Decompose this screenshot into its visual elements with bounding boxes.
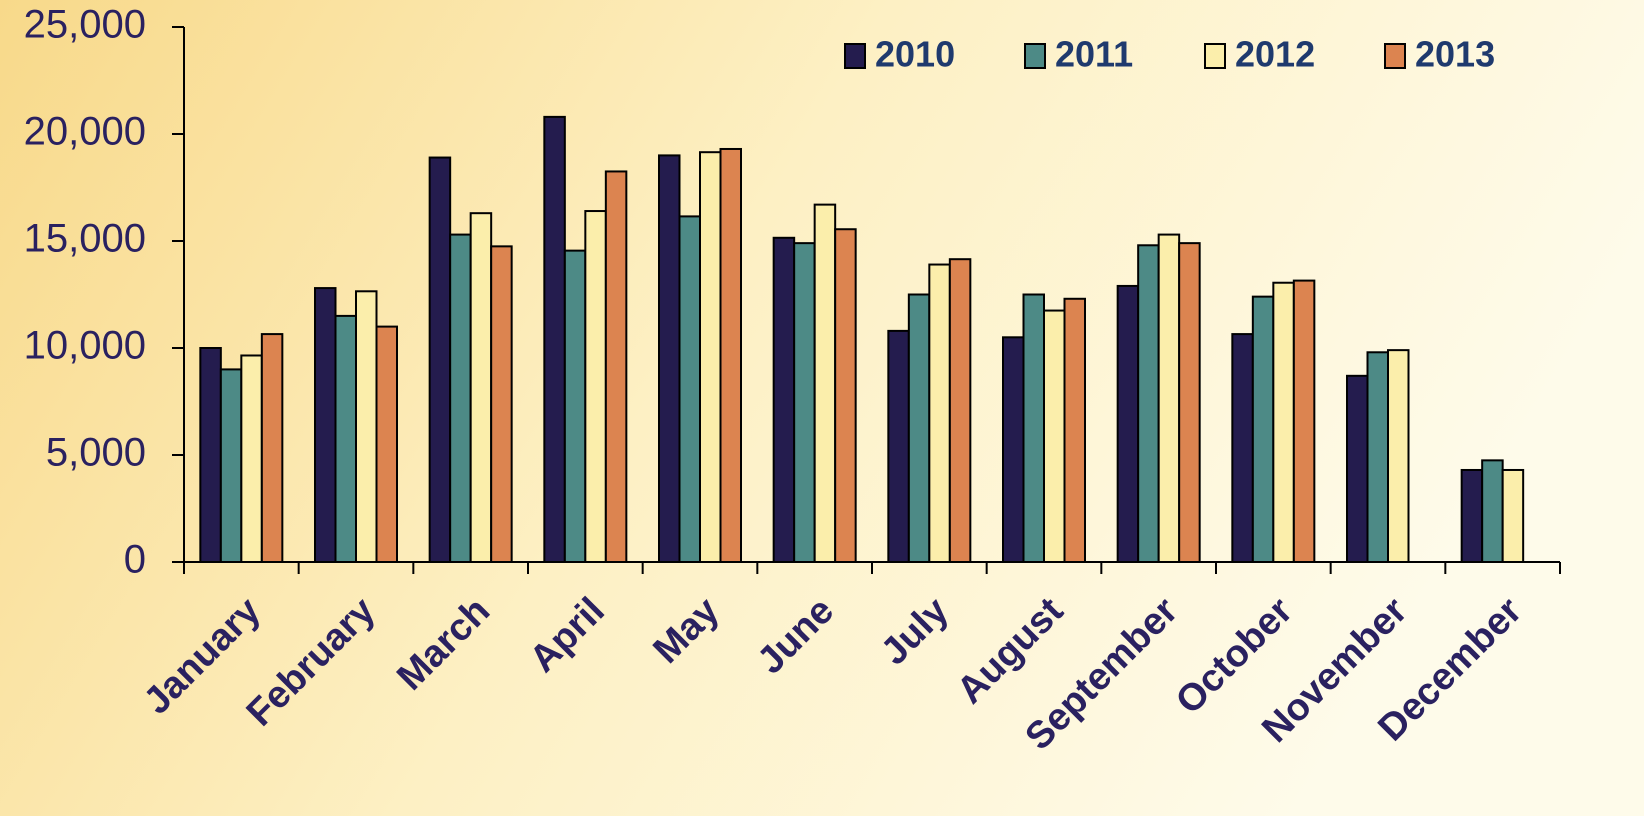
- bar: [678, 215, 701, 563]
- bar: [699, 151, 722, 563]
- legend-label: 2012: [1235, 34, 1315, 75]
- bar: [658, 154, 681, 563]
- legend-swatch: [844, 43, 866, 69]
- bar: [1157, 233, 1181, 564]
- bar: [449, 233, 472, 564]
- bar: [772, 236, 796, 563]
- bar: [1137, 244, 1160, 563]
- bar: [1481, 459, 1504, 564]
- bar: [1116, 284, 1140, 563]
- bar: [1460, 468, 1484, 564]
- bar: [907, 293, 931, 563]
- bar: [260, 333, 284, 563]
- y-tick-label: 10,000: [24, 324, 146, 368]
- bar: [813, 203, 837, 563]
- bar: [1272, 281, 1295, 563]
- bar: [887, 329, 910, 563]
- bar: [948, 258, 972, 563]
- bar: [355, 290, 378, 563]
- bar: [1387, 349, 1410, 564]
- bar: [219, 368, 243, 563]
- bar: [719, 147, 742, 563]
- bar: [604, 170, 628, 563]
- bar: [490, 245, 513, 563]
- bar: [240, 354, 263, 563]
- y-tick-label: 0: [124, 538, 146, 582]
- bar: [1002, 336, 1025, 563]
- bar: [928, 263, 951, 563]
- bar: [1178, 242, 1201, 563]
- legend-swatch: [1204, 43, 1226, 69]
- bar: [428, 156, 452, 563]
- bar: [1063, 297, 1086, 563]
- y-tick-label: 5,000: [46, 431, 146, 475]
- y-tick-label: 15,000: [24, 217, 146, 261]
- legend-swatch: [1384, 43, 1406, 69]
- bar: [834, 228, 857, 563]
- y-tick-label: 20,000: [24, 110, 146, 154]
- bar: [1043, 309, 1066, 563]
- bar: [1231, 333, 1254, 563]
- bar: [199, 347, 222, 563]
- bar: [1346, 374, 1369, 563]
- bar: [1022, 293, 1045, 563]
- bar: [334, 314, 357, 563]
- bar: [1251, 295, 1275, 563]
- bar: [793, 242, 816, 563]
- bar: [469, 212, 493, 563]
- bar: [1366, 351, 1389, 563]
- legend-label: 2011: [1055, 34, 1133, 75]
- bar: [375, 325, 398, 563]
- legend-label: 2013: [1415, 34, 1495, 75]
- bar: [314, 287, 337, 563]
- legend-label: 2010: [875, 34, 955, 75]
- bar: [1501, 468, 1525, 564]
- bar: [543, 115, 566, 563]
- bar: [563, 249, 587, 563]
- y-tick-label: 25,000: [24, 3, 146, 47]
- legend-swatch: [1024, 43, 1046, 69]
- bar: [584, 210, 607, 563]
- bar: [1292, 279, 1316, 563]
